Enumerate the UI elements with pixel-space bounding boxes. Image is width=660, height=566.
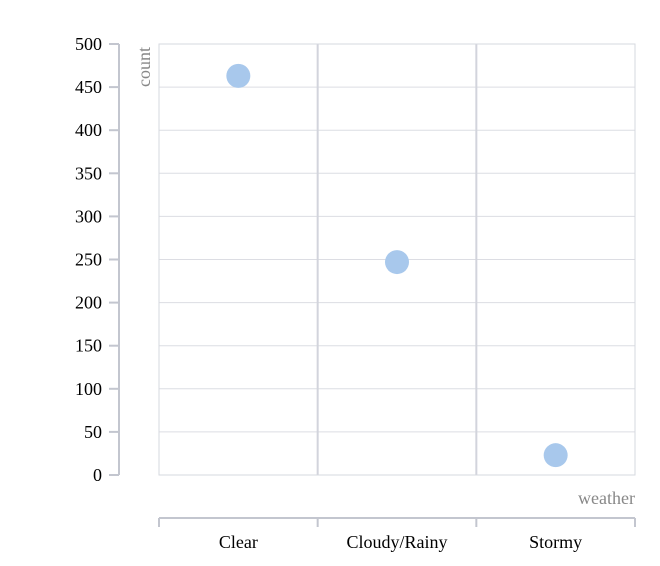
y-tick-label: 500 [75, 34, 102, 54]
x-tick-label: Cloudy/Rainy [346, 532, 447, 552]
y-tick-label: 50 [84, 422, 102, 442]
y-tick-label: 200 [75, 293, 102, 313]
y-tick-label: 150 [75, 336, 102, 356]
data-point [226, 63, 251, 88]
data-point [385, 250, 409, 275]
y-axis: 0 50 100 150 200 250 300 350 400 450 500 [75, 34, 120, 485]
data-points [226, 63, 568, 468]
x-axis-title: weather [578, 488, 635, 508]
y-tick-label: 100 [75, 379, 102, 399]
plot-frame [158, 43, 636, 476]
y-tick-label: 250 [75, 250, 102, 270]
x-tick-label: Stormy [529, 532, 582, 552]
y-axis-title: count [134, 47, 154, 87]
x-tick-label: Clear [219, 532, 258, 552]
y-tick-label: 350 [75, 163, 102, 183]
y-tick-label: 400 [75, 120, 102, 140]
y-tick-label: 0 [93, 465, 102, 485]
data-point [543, 443, 568, 468]
y-tick-label: 450 [75, 77, 102, 97]
x-axis: Clear Cloudy/Rainy Stormy [158, 517, 636, 552]
y-tick-label: 300 [75, 206, 102, 226]
